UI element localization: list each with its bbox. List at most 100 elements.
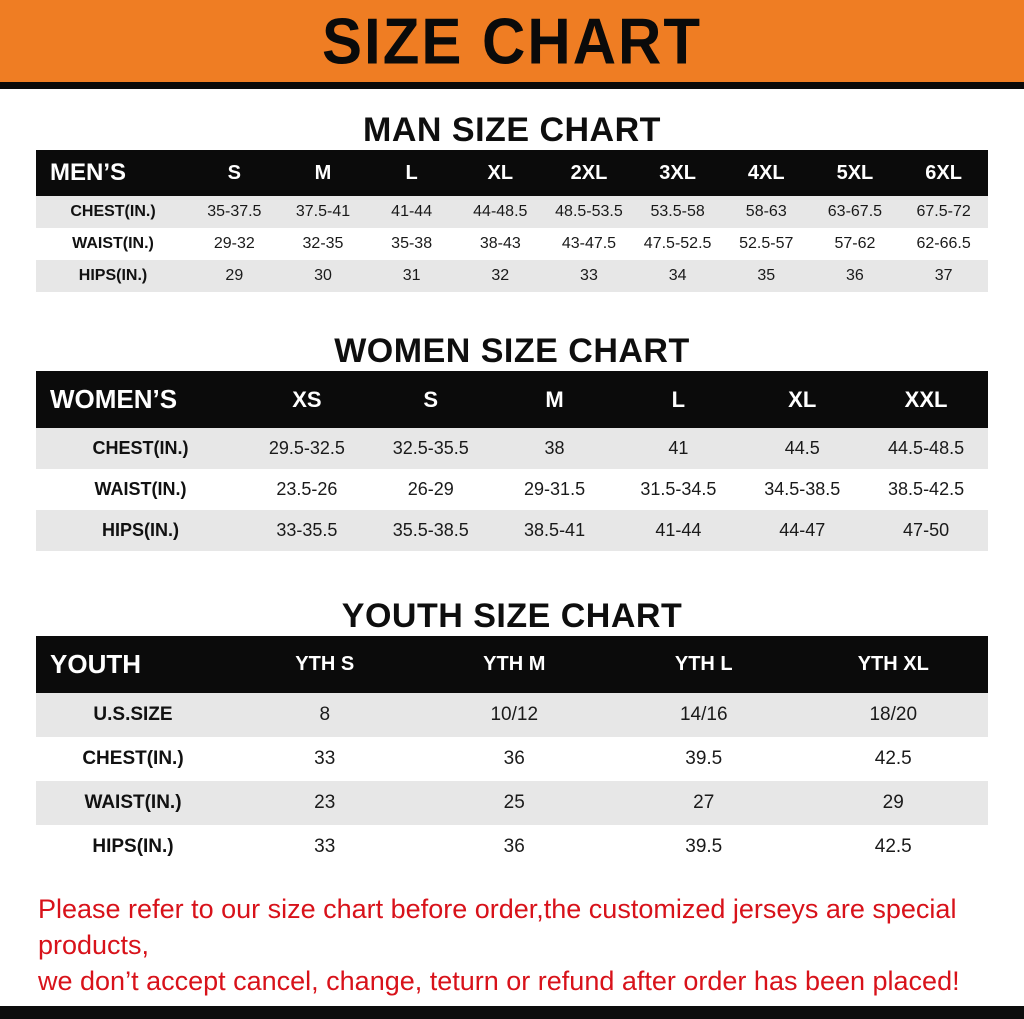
men-section-heading: MAN SIZE CHART — [363, 111, 661, 149]
cell: 33 — [314, 836, 336, 857]
table-row: WAIST(IN.) 23 25 27 29 — [36, 781, 988, 825]
cell: 14/16 — [679, 704, 728, 725]
row-label: CHEST(IN.) — [70, 203, 156, 220]
row-label: HIPS(IN.) — [78, 267, 148, 284]
cell: 8 — [319, 704, 331, 725]
column-header: 6XL — [899, 150, 988, 196]
cell: 35 — [757, 267, 776, 284]
column-header: L — [616, 371, 741, 428]
column-header: XXL — [864, 371, 988, 428]
cell: 33 — [580, 267, 598, 284]
row-label: CHEST(IN.) — [92, 438, 189, 458]
table-row: HIPS(IN.) 33-35.5 35.5-38.5 38.5-41 41-44 44-… — [36, 510, 988, 551]
cell: 37.5-41 — [295, 203, 351, 220]
column-header: M — [492, 371, 617, 428]
table-row: HIPS(IN.) 29 30 31 32 33 34 35 36 37 — [36, 260, 988, 292]
column-header: 2XL — [544, 150, 634, 196]
cell: 44.5-48.5 — [888, 438, 965, 458]
cell: 30 — [314, 267, 332, 284]
table-header-row: MEN’S S M L XL 2XL 3XL 4XL 5XL 6XL — [36, 150, 988, 196]
cell: 35.5-38.5 — [392, 520, 469, 540]
table-row: CHEST(IN.) 35-37.5 37.5-41 41-44 44-48.5 48.5… — [36, 196, 988, 228]
column-header: S — [368, 371, 493, 428]
column-header: M — [278, 150, 368, 196]
cell: 39.5 — [685, 836, 723, 857]
table-header-row: YOUTH YTH S YTH M YTH L YTH XL — [36, 636, 988, 693]
page-title: SIZE CHART — [322, 4, 702, 78]
title-banner: SIZE CHART — [0, 0, 1024, 89]
cell: 42.5 — [874, 836, 912, 857]
women-section-heading: WOMEN SIZE CHART — [334, 332, 690, 370]
cell: 34 — [668, 267, 687, 284]
row-label: HIPS(IN.) — [92, 836, 174, 857]
men-section: MAN SIZE CHART MEN’S S M L XL 2XL 3XL 4XL 5XL 6XL… — [0, 111, 1024, 292]
cell: 35-37.5 — [207, 203, 262, 220]
column-header: XL — [455, 150, 545, 196]
row-label: U.S.SIZE — [93, 704, 173, 725]
column-header: YTH M — [419, 636, 609, 693]
cell: 57-62 — [834, 235, 876, 252]
cell: 38.5-41 — [524, 520, 586, 540]
column-header: 5XL — [810, 150, 900, 196]
cell: 31 — [402, 267, 421, 284]
youth-size-table: YOUTH YTH S YTH M YTH L YTH XL U.S.SIZE 8 10/12… — [36, 636, 988, 869]
row-label: WAIST(IN.) — [94, 479, 187, 499]
cell: 29-32 — [213, 235, 255, 252]
cell: 39.5 — [685, 748, 723, 769]
cell: 36 — [503, 836, 525, 857]
column-header: YTH S — [230, 636, 420, 693]
cell: 44.5 — [784, 438, 820, 458]
cell: 29-31.5 — [524, 479, 586, 499]
column-header: XL — [740, 371, 865, 428]
table-row: HIPS(IN.) 33 36 39.5 42.5 — [36, 825, 988, 869]
table-row: U.S.SIZE 8 10/12 14/16 18/20 — [36, 693, 988, 737]
cell: 44-48.5 — [473, 203, 528, 220]
cell: 32.5-35.5 — [392, 438, 469, 458]
cell: 29 — [225, 267, 244, 284]
column-header: S — [190, 150, 279, 196]
cell: 35-38 — [391, 235, 433, 252]
table-title: WOMEN’S — [36, 371, 245, 428]
cell: 18/20 — [869, 704, 918, 725]
notice-line-2: we don’t accept cancel, change, teturn o… — [38, 966, 960, 996]
cell: 32 — [491, 267, 510, 284]
cell: 29.5-32.5 — [268, 438, 345, 458]
cell: 23.5-26 — [276, 479, 338, 499]
cell: 47-50 — [903, 520, 950, 540]
cell: 42.5 — [874, 748, 912, 769]
cell: 34.5-38.5 — [764, 479, 841, 499]
women-size-table: WOMEN’S XS S M L XL XXL CHEST(IN.) 29.5-32.5 32.5… — [36, 371, 988, 551]
cell: 48.5-53.5 — [555, 203, 623, 220]
cell: 47.5-52.5 — [643, 235, 712, 252]
cell: 38-43 — [479, 235, 521, 252]
cell: 38.5-42.5 — [888, 479, 965, 499]
men-size-table: MEN’S S M L XL 2XL 3XL 4XL 5XL 6XL CHEST(IN.) 35-37… — [36, 150, 988, 292]
table-row: CHEST(IN.) 29.5-32.5 32.5-35.5 38 41 44.5 44.5… — [36, 428, 988, 469]
cell: 62-66.5 — [916, 235, 971, 252]
cell: 25 — [503, 792, 525, 813]
cell: 27 — [693, 792, 715, 813]
column-header: YTH L — [609, 636, 799, 693]
row-label: WAIST(IN.) — [84, 792, 182, 813]
cell: 44-47 — [779, 520, 826, 540]
women-section: WOMEN SIZE CHART WOMEN’S XS S M L XL XXL CHEST(… — [0, 332, 1024, 551]
cell: 53.5-58 — [650, 203, 705, 220]
cell: 33 — [314, 748, 336, 769]
row-label: CHEST(IN.) — [82, 748, 184, 769]
cell: 29 — [882, 792, 904, 813]
table-title: MEN’S — [36, 150, 190, 196]
cell: 10/12 — [490, 704, 539, 725]
table-row: WAIST(IN.) 23.5-26 26-29 29-31.5 31.5-34.5 34… — [36, 469, 988, 510]
cell: 63-67.5 — [827, 203, 883, 220]
cell: 43-47.5 — [561, 235, 617, 252]
bottom-bar — [0, 1006, 1024, 1019]
column-header: 4XL — [721, 150, 811, 196]
column-header: YTH XL — [798, 636, 988, 693]
table-header-row: WOMEN’S XS S M L XL XXL — [36, 371, 988, 428]
cell: 33-35.5 — [276, 520, 338, 540]
cell: 26-29 — [407, 479, 454, 499]
table-row: WAIST(IN.) 29-32 32-35 35-38 38-43 43-47.5 47.… — [36, 228, 988, 260]
cell: 67.5-72 — [916, 203, 971, 220]
row-label: HIPS(IN.) — [101, 520, 179, 540]
